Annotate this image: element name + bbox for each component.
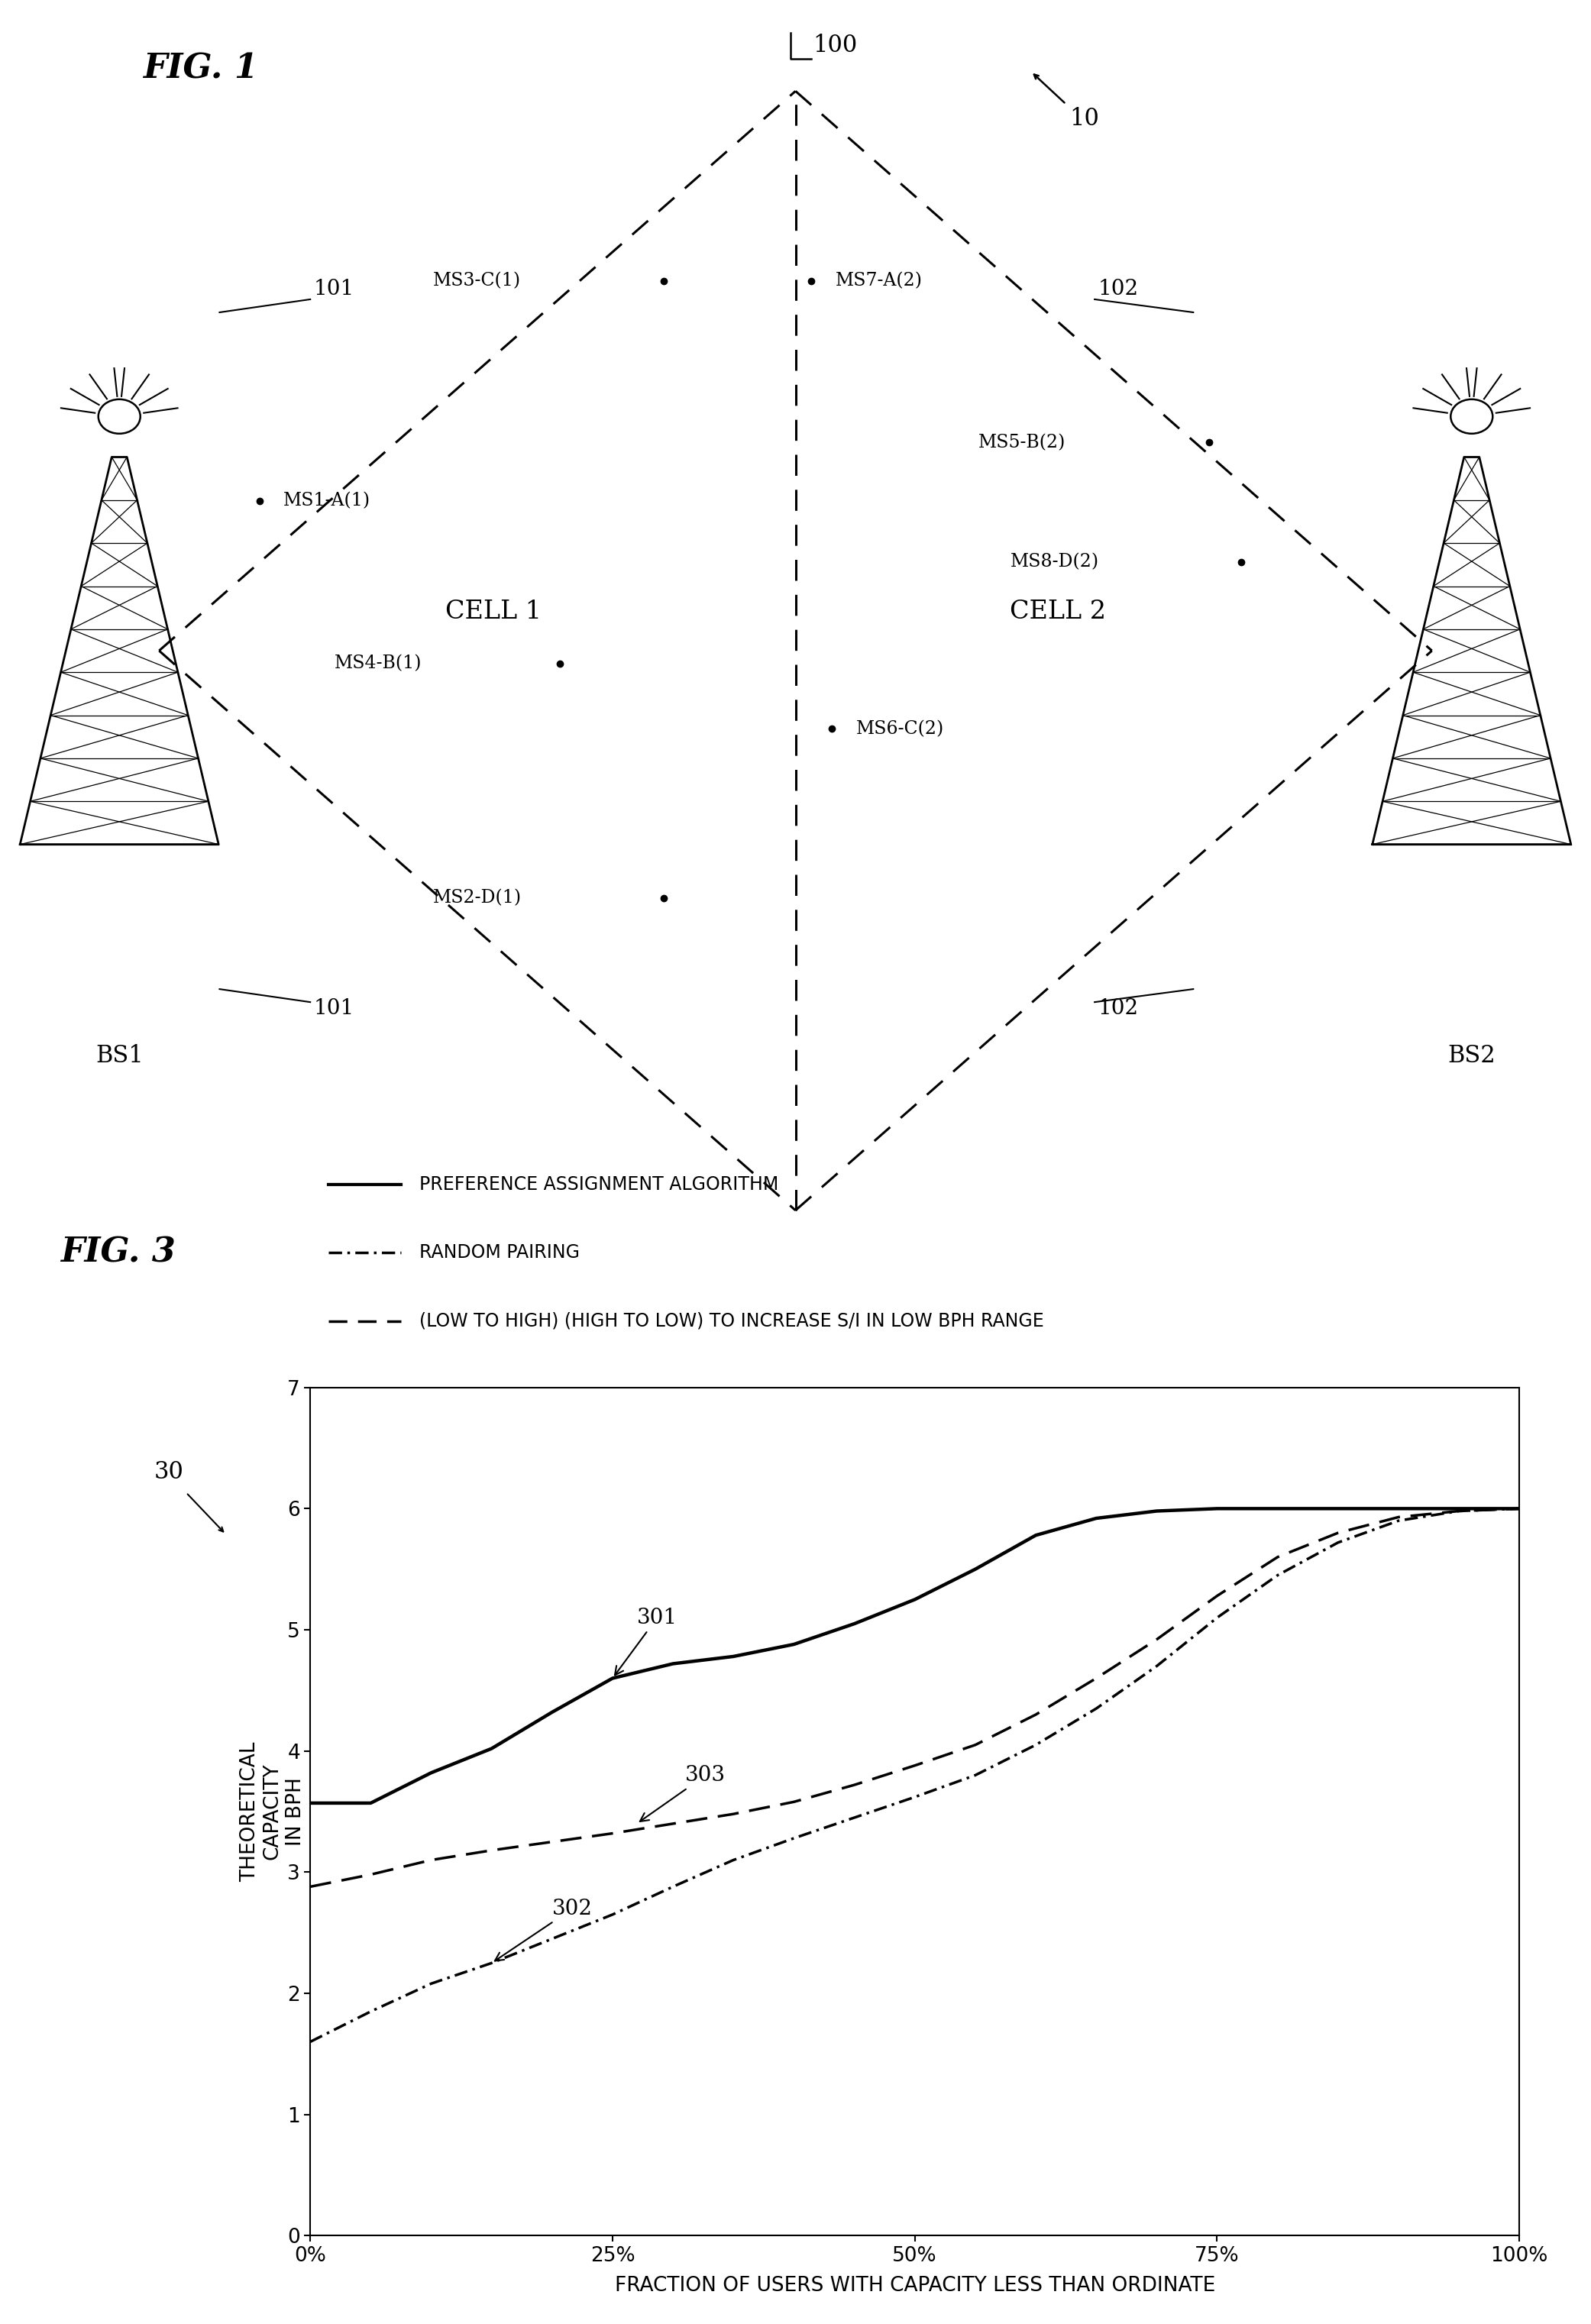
- Text: PREFERENCE ASSIGNMENT ALGORITHM: PREFERENCE ASSIGNMENT ALGORITHM: [418, 1176, 778, 1195]
- Text: 30: 30: [154, 1459, 185, 1485]
- Text: RANDOM PAIRING: RANDOM PAIRING: [418, 1243, 579, 1262]
- Text: MS8-D(2): MS8-D(2): [1010, 553, 1099, 572]
- Text: 101: 101: [313, 279, 355, 300]
- Text: BS1: BS1: [95, 1043, 143, 1067]
- Text: FIG. 1: FIG. 1: [143, 51, 258, 86]
- X-axis label: FRACTION OF USERS WITH CAPACITY LESS THAN ORDINATE: FRACTION OF USERS WITH CAPACITY LESS THA…: [614, 2275, 1216, 2296]
- Text: 102: 102: [1098, 999, 1139, 1018]
- Text: 10: 10: [1069, 107, 1099, 130]
- Text: 100: 100: [813, 35, 858, 58]
- Text: MS1-A(1): MS1-A(1): [283, 493, 371, 509]
- Text: (LOW TO HIGH) (HIGH TO LOW) TO INCREASE S/I IN LOW BPH RANGE: (LOW TO HIGH) (HIGH TO LOW) TO INCREASE …: [418, 1311, 1044, 1329]
- Text: 301: 301: [614, 1608, 678, 1676]
- Text: MS4-B(1): MS4-B(1): [334, 655, 422, 672]
- Text: CELL 1: CELL 1: [445, 600, 541, 623]
- Circle shape: [99, 400, 140, 435]
- Text: MS7-A(2): MS7-A(2): [835, 272, 923, 290]
- Text: 302: 302: [495, 1899, 592, 1961]
- Text: 102: 102: [1098, 279, 1139, 300]
- Text: 101: 101: [313, 999, 355, 1018]
- Text: MS6-C(2): MS6-C(2): [856, 720, 943, 737]
- Y-axis label: THEORETICAL
CAPACITY
IN BPH: THEORETICAL CAPACITY IN BPH: [240, 1741, 305, 1882]
- Text: MS5-B(2): MS5-B(2): [978, 435, 1066, 451]
- Text: FIG. 3: FIG. 3: [60, 1236, 175, 1269]
- Text: CELL 2: CELL 2: [1010, 600, 1106, 623]
- Text: MS3-C(1): MS3-C(1): [433, 272, 520, 290]
- Text: BS2: BS2: [1448, 1043, 1496, 1067]
- Text: MS2-D(1): MS2-D(1): [433, 890, 522, 906]
- Text: 303: 303: [640, 1766, 725, 1822]
- Circle shape: [1451, 400, 1492, 435]
